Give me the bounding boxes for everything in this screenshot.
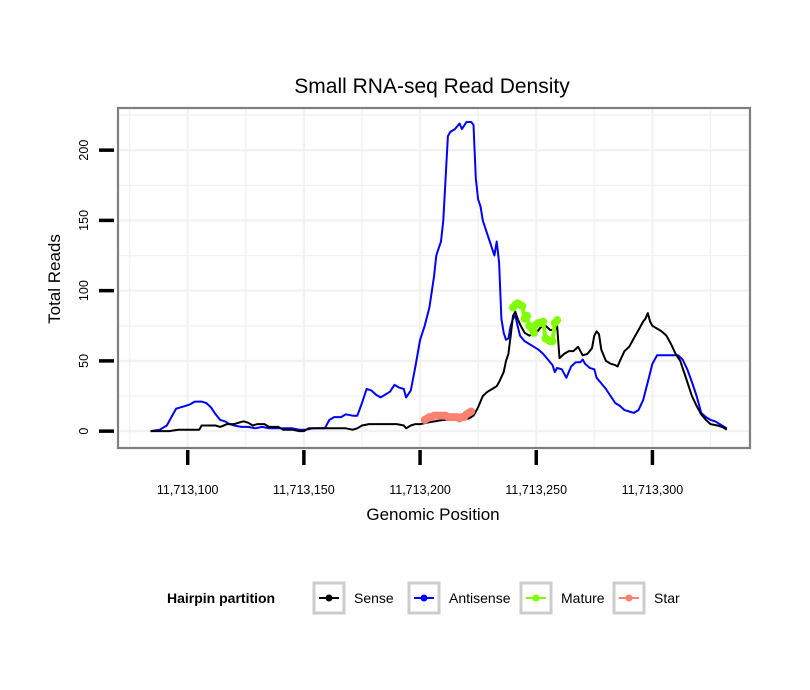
x-axis: 11,713,100 11,713,150 11,713,200 11,713,250… <box>157 450 683 497</box>
data-point-mature <box>553 316 562 325</box>
x-tick-label: 11,713,100 <box>157 483 219 497</box>
chart-title: Small RNA-seq Read Density <box>294 75 570 98</box>
y-axis-title: Total Reads <box>45 234 64 324</box>
data-point-mature <box>522 311 531 320</box>
series-mature <box>509 299 562 346</box>
legend-items: Sense Antisense Mature Star <box>312 581 680 615</box>
legend-label: Sense <box>354 590 394 606</box>
series-antisense <box>150 121 728 433</box>
plot-panel <box>116 106 752 450</box>
y-tick-label: 50 <box>77 354 91 368</box>
series-line-antisense <box>150 121 728 433</box>
x-tick-label: 11,713,300 <box>622 483 684 497</box>
series-line-sense <box>150 310 728 433</box>
series-sense <box>150 310 728 433</box>
x-tick-label: 11,713,250 <box>505 483 567 497</box>
data-point-mature <box>529 328 538 337</box>
panel-border <box>116 106 752 450</box>
x-axis-title: Genomic Position <box>366 505 499 524</box>
legend-item-mature: Mature <box>519 581 605 615</box>
y-tick-label: 150 <box>77 210 91 231</box>
x-tick-label: 11,713,200 <box>389 483 451 497</box>
data-point-mature <box>548 337 557 346</box>
legend: Hairpin partition Sense Antisense Mature St… <box>167 581 680 615</box>
y-tick-label: 0 <box>77 428 91 435</box>
legend-label: Antisense <box>449 590 511 606</box>
series-star <box>420 407 476 424</box>
legend-key-point <box>325 594 333 602</box>
legend-title: Hairpin partition <box>167 590 275 606</box>
legend-item-antisense: Antisense <box>407 581 511 615</box>
legend-item-sense: Sense <box>312 581 394 615</box>
data-point-star <box>467 407 476 416</box>
data-point-mature <box>539 317 548 326</box>
series-layer <box>150 121 728 433</box>
legend-key-point <box>532 594 540 602</box>
y-tick-label: 200 <box>77 140 91 161</box>
legend-label: Mature <box>561 590 605 606</box>
x-tick-label: 11,713,150 <box>273 483 335 497</box>
legend-item-star: Star <box>612 581 680 615</box>
y-tick-label: 100 <box>77 280 91 301</box>
data-point-mature <box>518 302 527 311</box>
legend-key-point <box>625 594 633 602</box>
legend-label: Star <box>654 590 680 606</box>
gridlines <box>118 108 750 448</box>
y-axis: 0 50 100 150 200 <box>77 140 114 435</box>
legend-key-point <box>420 594 428 602</box>
